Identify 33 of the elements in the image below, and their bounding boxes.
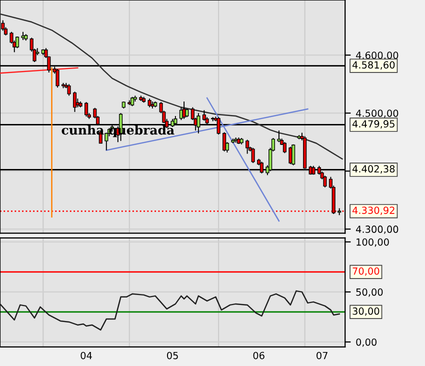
x-tick-label: 06 — [253, 352, 264, 360]
ref-line-label: 4.479,95 — [352, 120, 394, 129]
candlestick — [277, 130, 281, 143]
line-series — [0, 13, 343, 160]
candlestick — [15, 36, 20, 49]
y-tick-label: 4.600,00 — [356, 52, 398, 60]
candlestick — [246, 139, 250, 154]
y-tick-label: 4.300,00 — [356, 226, 398, 234]
candlestick — [130, 96, 134, 107]
ref-line-label: 70,00 — [352, 267, 380, 276]
candlestick — [202, 110, 206, 122]
candlestick — [251, 147, 255, 164]
y-tick-label: 4.500,00 — [356, 110, 398, 118]
candlestick — [323, 175, 327, 188]
line-series — [0, 290, 340, 331]
x-tick-label: 05 — [167, 352, 178, 360]
ref-line-label: 4.402,38 — [352, 165, 395, 174]
x-tick-label: 04 — [80, 352, 92, 360]
candlestick — [104, 132, 108, 151]
candlestick — [72, 91, 77, 112]
candlestick — [67, 84, 71, 96]
ref-line-label: 30,00 — [352, 307, 380, 316]
ref-line-label: 4.581,60 — [352, 61, 395, 70]
candlestick — [282, 142, 286, 154]
candlestick — [84, 102, 88, 118]
x-tick-label: 07 — [316, 352, 328, 360]
candlestick — [222, 132, 226, 152]
ref-line-label: 4.330,92 — [352, 206, 394, 215]
y-tick-label: 0,00 — [356, 338, 377, 347]
candlestick — [56, 68, 60, 88]
y-tick-label: 100,00 — [356, 238, 389, 247]
candlestick — [292, 144, 296, 166]
y-tick-label: 50,00 — [356, 288, 383, 297]
